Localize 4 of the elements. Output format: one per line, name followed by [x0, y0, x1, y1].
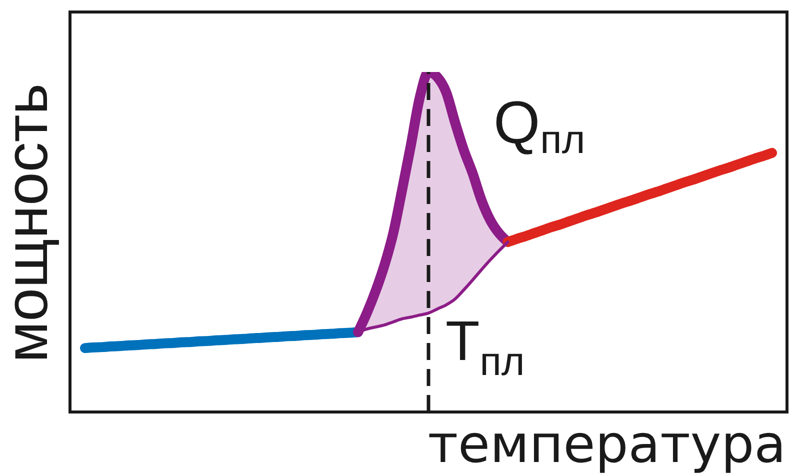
- annotation: T$_{пл}$: [446, 309, 525, 384]
- y-axis-title: мощность: [0, 83, 60, 363]
- x-axis-title: температура: [428, 415, 786, 475]
- annotation: Q$_{пл}$: [494, 89, 586, 162]
